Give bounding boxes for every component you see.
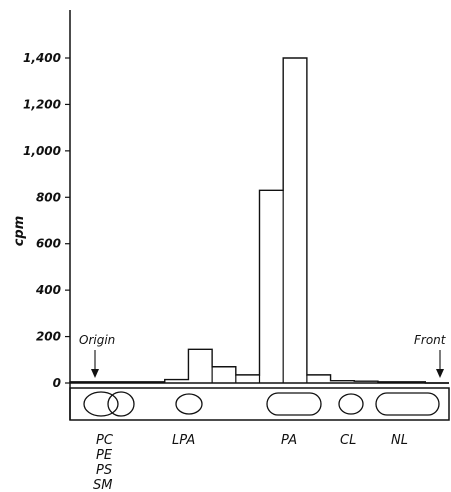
y-ticks: [65, 57, 70, 384]
histogram-bar: [117, 382, 141, 383]
front-arrow-head: [436, 369, 444, 378]
histogram-bar: [165, 380, 189, 383]
spot-cl: [338, 393, 364, 415]
y-tick-label: 0: [53, 376, 61, 390]
spot-pa: [266, 392, 322, 416]
y-tick-label: 600: [36, 237, 61, 251]
histogram-line: [69, 57, 449, 384]
histogram-bar: [188, 349, 212, 383]
y-tick-labels: 0 200 400 600 800 1,000 1,200 1,400: [23, 51, 61, 390]
y-tick-label: 1,200: [23, 97, 61, 111]
histogram-bar: [141, 382, 165, 383]
histogram-bar: [94, 382, 118, 383]
histogram-bar: [402, 382, 426, 383]
lane-label-lpa: LPA: [172, 433, 195, 448]
histogram-bar: [260, 190, 284, 383]
spot-pc-right: [107, 391, 135, 417]
origin-arrow-head: [91, 369, 99, 378]
y-tick-label: 800: [36, 190, 61, 204]
histogram-bar: [331, 381, 355, 383]
lane-label-nl: NL: [391, 433, 408, 448]
spot-pc-left: [83, 391, 119, 417]
origin-label: Origin: [79, 333, 115, 347]
histogram-bar: [378, 382, 402, 383]
histogram-bar: [307, 375, 331, 383]
y-axis-label: cpm: [12, 216, 27, 247]
lane-label-sm: SM: [93, 478, 112, 492]
y-tick-label: 400: [35, 283, 61, 297]
histogram-bar: [212, 367, 236, 383]
spot-nl: [375, 392, 440, 416]
y-tick-label: 200: [36, 330, 61, 344]
front-label: Front: [414, 333, 447, 347]
y-tick-label: 1,400: [23, 51, 61, 65]
histogram-bar: [283, 58, 307, 383]
histogram-bars: [70, 58, 426, 383]
histogram-bar: [354, 381, 378, 383]
lane-label-pc: PC: [96, 433, 114, 448]
lane-label-pa: PA: [281, 433, 297, 448]
spot-lpa: [175, 393, 203, 415]
histogram-bar: [70, 382, 94, 383]
y-tick-label: 1,000: [23, 144, 61, 158]
lane-label-pe: PE: [96, 448, 113, 463]
histogram-bar: [236, 375, 260, 383]
tlc-plate: [69, 387, 450, 421]
lane-label-ps: PS: [96, 463, 112, 478]
lane-label-cl: CL: [340, 433, 356, 448]
